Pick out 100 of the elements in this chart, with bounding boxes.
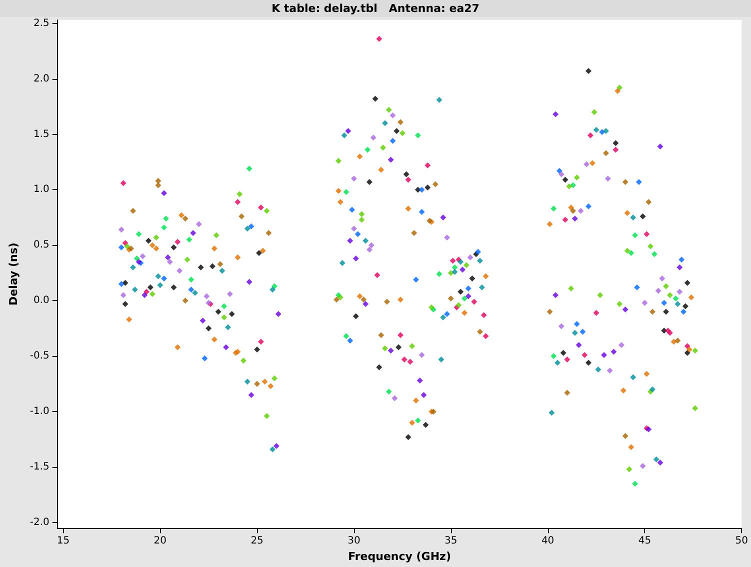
point	[266, 230, 272, 236]
point	[616, 301, 623, 308]
point	[268, 383, 274, 390]
point	[574, 174, 580, 181]
point	[618, 342, 624, 348]
point	[403, 171, 410, 178]
point	[448, 270, 454, 276]
point	[401, 356, 408, 362]
point	[221, 303, 228, 310]
point	[612, 140, 619, 146]
point	[612, 146, 619, 153]
point	[161, 224, 168, 230]
point	[414, 417, 421, 424]
point	[440, 214, 446, 220]
point	[202, 355, 208, 362]
point	[272, 375, 278, 382]
point	[224, 324, 231, 330]
point	[448, 295, 454, 302]
point	[384, 298, 390, 305]
point	[593, 126, 600, 133]
point	[469, 275, 476, 282]
point	[411, 230, 418, 236]
point	[578, 208, 584, 214]
point	[663, 308, 670, 315]
point	[692, 348, 698, 354]
point	[254, 346, 260, 352]
point	[587, 132, 594, 138]
y-tick-label: -1.0	[30, 406, 50, 418]
point	[676, 264, 683, 270]
point	[270, 446, 276, 452]
point	[692, 405, 698, 412]
point	[606, 368, 613, 374]
point	[482, 333, 489, 340]
point	[364, 146, 371, 153]
point	[254, 380, 260, 387]
point	[130, 208, 136, 214]
point	[564, 356, 570, 362]
point	[190, 230, 196, 236]
point	[586, 360, 592, 366]
x-tick-label: 25	[250, 536, 264, 547]
point	[149, 242, 156, 248]
point	[674, 301, 681, 308]
point	[161, 275, 168, 282]
point	[626, 466, 632, 472]
point	[546, 308, 553, 315]
point	[572, 330, 578, 336]
point	[646, 198, 652, 205]
point	[659, 275, 666, 282]
point	[211, 246, 218, 252]
x-tick-label: 20	[154, 536, 167, 547]
point	[452, 264, 458, 270]
point	[188, 276, 194, 283]
point	[162, 216, 169, 222]
point	[153, 234, 160, 240]
point	[240, 358, 246, 364]
point	[248, 392, 254, 398]
point	[260, 248, 266, 254]
point	[376, 364, 382, 370]
point	[155, 182, 162, 188]
point	[409, 420, 416, 426]
point	[630, 374, 636, 380]
point	[120, 180, 126, 186]
point	[586, 203, 592, 210]
point	[586, 68, 592, 74]
point	[680, 308, 686, 315]
point	[397, 119, 404, 126]
point	[394, 128, 400, 134]
point	[397, 296, 404, 303]
point	[386, 106, 392, 113]
point	[122, 240, 128, 246]
point	[405, 176, 412, 183]
x-tick-label: 45	[638, 536, 652, 547]
point	[270, 286, 276, 293]
point	[397, 332, 404, 338]
point	[184, 256, 190, 263]
point	[390, 138, 396, 144]
point	[672, 295, 679, 302]
point	[264, 208, 270, 214]
point	[226, 291, 233, 298]
point	[246, 278, 252, 285]
point	[450, 258, 456, 264]
point	[349, 206, 356, 213]
point	[444, 234, 450, 240]
y-tick-label: -1.5	[30, 462, 50, 473]
point	[388, 156, 394, 163]
point	[405, 206, 412, 212]
point	[204, 293, 210, 300]
point	[663, 283, 670, 290]
point	[688, 294, 694, 300]
point	[471, 298, 478, 305]
point	[206, 325, 212, 332]
point	[580, 328, 586, 335]
point	[558, 323, 564, 330]
point	[620, 388, 626, 394]
point	[428, 304, 435, 310]
point	[390, 112, 396, 118]
point	[258, 204, 264, 210]
point	[634, 284, 640, 290]
point	[350, 226, 357, 232]
point	[589, 160, 596, 166]
